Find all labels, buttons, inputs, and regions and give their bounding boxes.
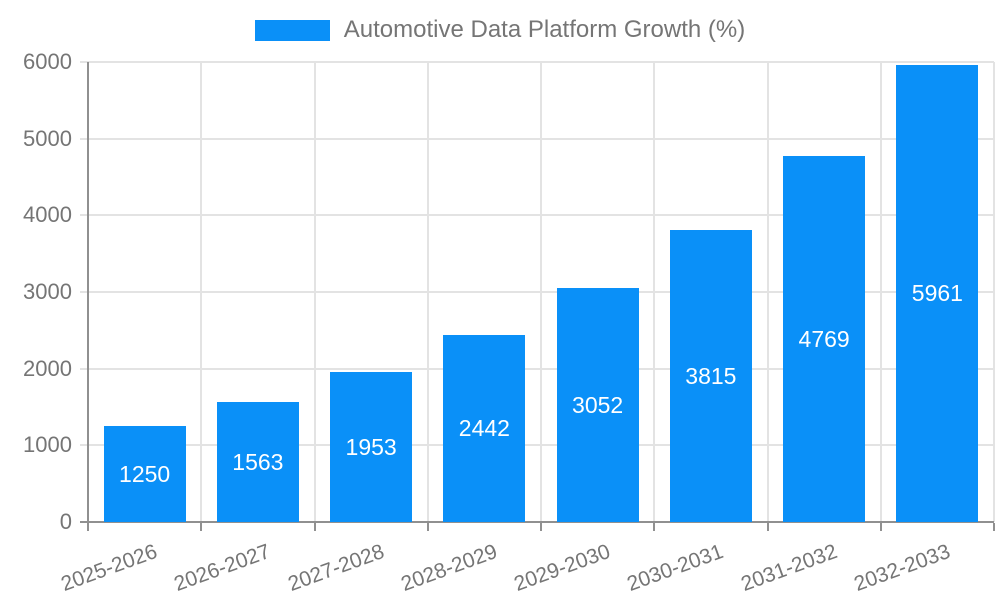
y-axis-line [87, 62, 89, 522]
x-axis-tick [653, 523, 656, 531]
x-axis-tick-label: 2026-2027 [171, 540, 274, 596]
legend[interactable]: Automotive Data Platform Growth (%) [0, 16, 1000, 44]
gridline-horizontal [80, 367, 994, 370]
x-axis-tick-label: 2032-2033 [850, 540, 954, 596]
gridline-vertical [653, 62, 656, 522]
x-axis-tick-label: 2025-2026 [58, 540, 161, 596]
bar: 1250 [103, 426, 186, 522]
x-axis-tick [200, 523, 203, 531]
gridline-vertical [879, 62, 882, 522]
legend-color-swatch [254, 19, 330, 41]
x-axis-tick [993, 523, 995, 531]
y-axis-tick-label: 3000 [23, 279, 72, 304]
bar-value-label: 3052 [572, 391, 624, 418]
y-axis-tick-label: 2000 [23, 355, 72, 381]
x-axis-tick-label: 2028-2029 [397, 540, 501, 596]
legend-label: Automotive Data Platform Growth (%) [343, 16, 746, 43]
gridline-horizontal [80, 61, 994, 63]
gridline-vertical [313, 62, 316, 522]
bar: 3052 [556, 288, 639, 522]
gridline-vertical [540, 62, 542, 522]
gridline-vertical [993, 62, 995, 522]
bar-value-label: 5961 [911, 280, 963, 307]
gridline-horizontal [80, 291, 994, 293]
x-axis-tick-label: 2031-2032 [737, 540, 840, 596]
x-axis-tick [426, 523, 429, 531]
y-axis-tick-label: 0 [59, 509, 72, 534]
gridline-vertical [426, 62, 429, 522]
gridline-horizontal [80, 214, 994, 217]
bar: 2442 [443, 334, 526, 522]
x-axis-tick [879, 523, 882, 531]
x-axis-tick-label: 2030-2031 [624, 540, 727, 596]
gridline-vertical [766, 62, 769, 522]
x-axis-tick [87, 523, 89, 531]
bar-value-label: 3815 [685, 362, 737, 389]
gridline-horizontal [80, 137, 994, 140]
bar-value-label: 2442 [458, 415, 510, 442]
bar-value-label: 1953 [345, 434, 397, 461]
y-axis-tick-label: 6000 [23, 49, 72, 74]
x-axis-tick [540, 523, 542, 531]
y-axis-tick-label: 5000 [23, 125, 72, 151]
bar-value-label: 1563 [232, 449, 284, 476]
x-axis-tick-label: 2027-2028 [284, 540, 387, 596]
x-axis-tick [766, 523, 769, 531]
bar: 4769 [783, 156, 866, 522]
y-axis-tick-label: 4000 [23, 202, 72, 228]
x-axis-tick-label: 2029-2030 [511, 540, 614, 596]
x-axis-line [80, 521, 994, 523]
bar-value-label: 4769 [798, 326, 850, 353]
bar: 5961 [896, 64, 979, 522]
bar: 3815 [669, 229, 752, 522]
bar: 1953 [330, 372, 413, 522]
bar-value-label: 1250 [119, 461, 171, 488]
bar: 1563 [216, 402, 299, 522]
gridline-horizontal [80, 444, 994, 447]
y-axis-tick-label: 1000 [23, 432, 72, 458]
gridline-vertical [200, 62, 203, 522]
x-axis-tick [313, 523, 316, 531]
